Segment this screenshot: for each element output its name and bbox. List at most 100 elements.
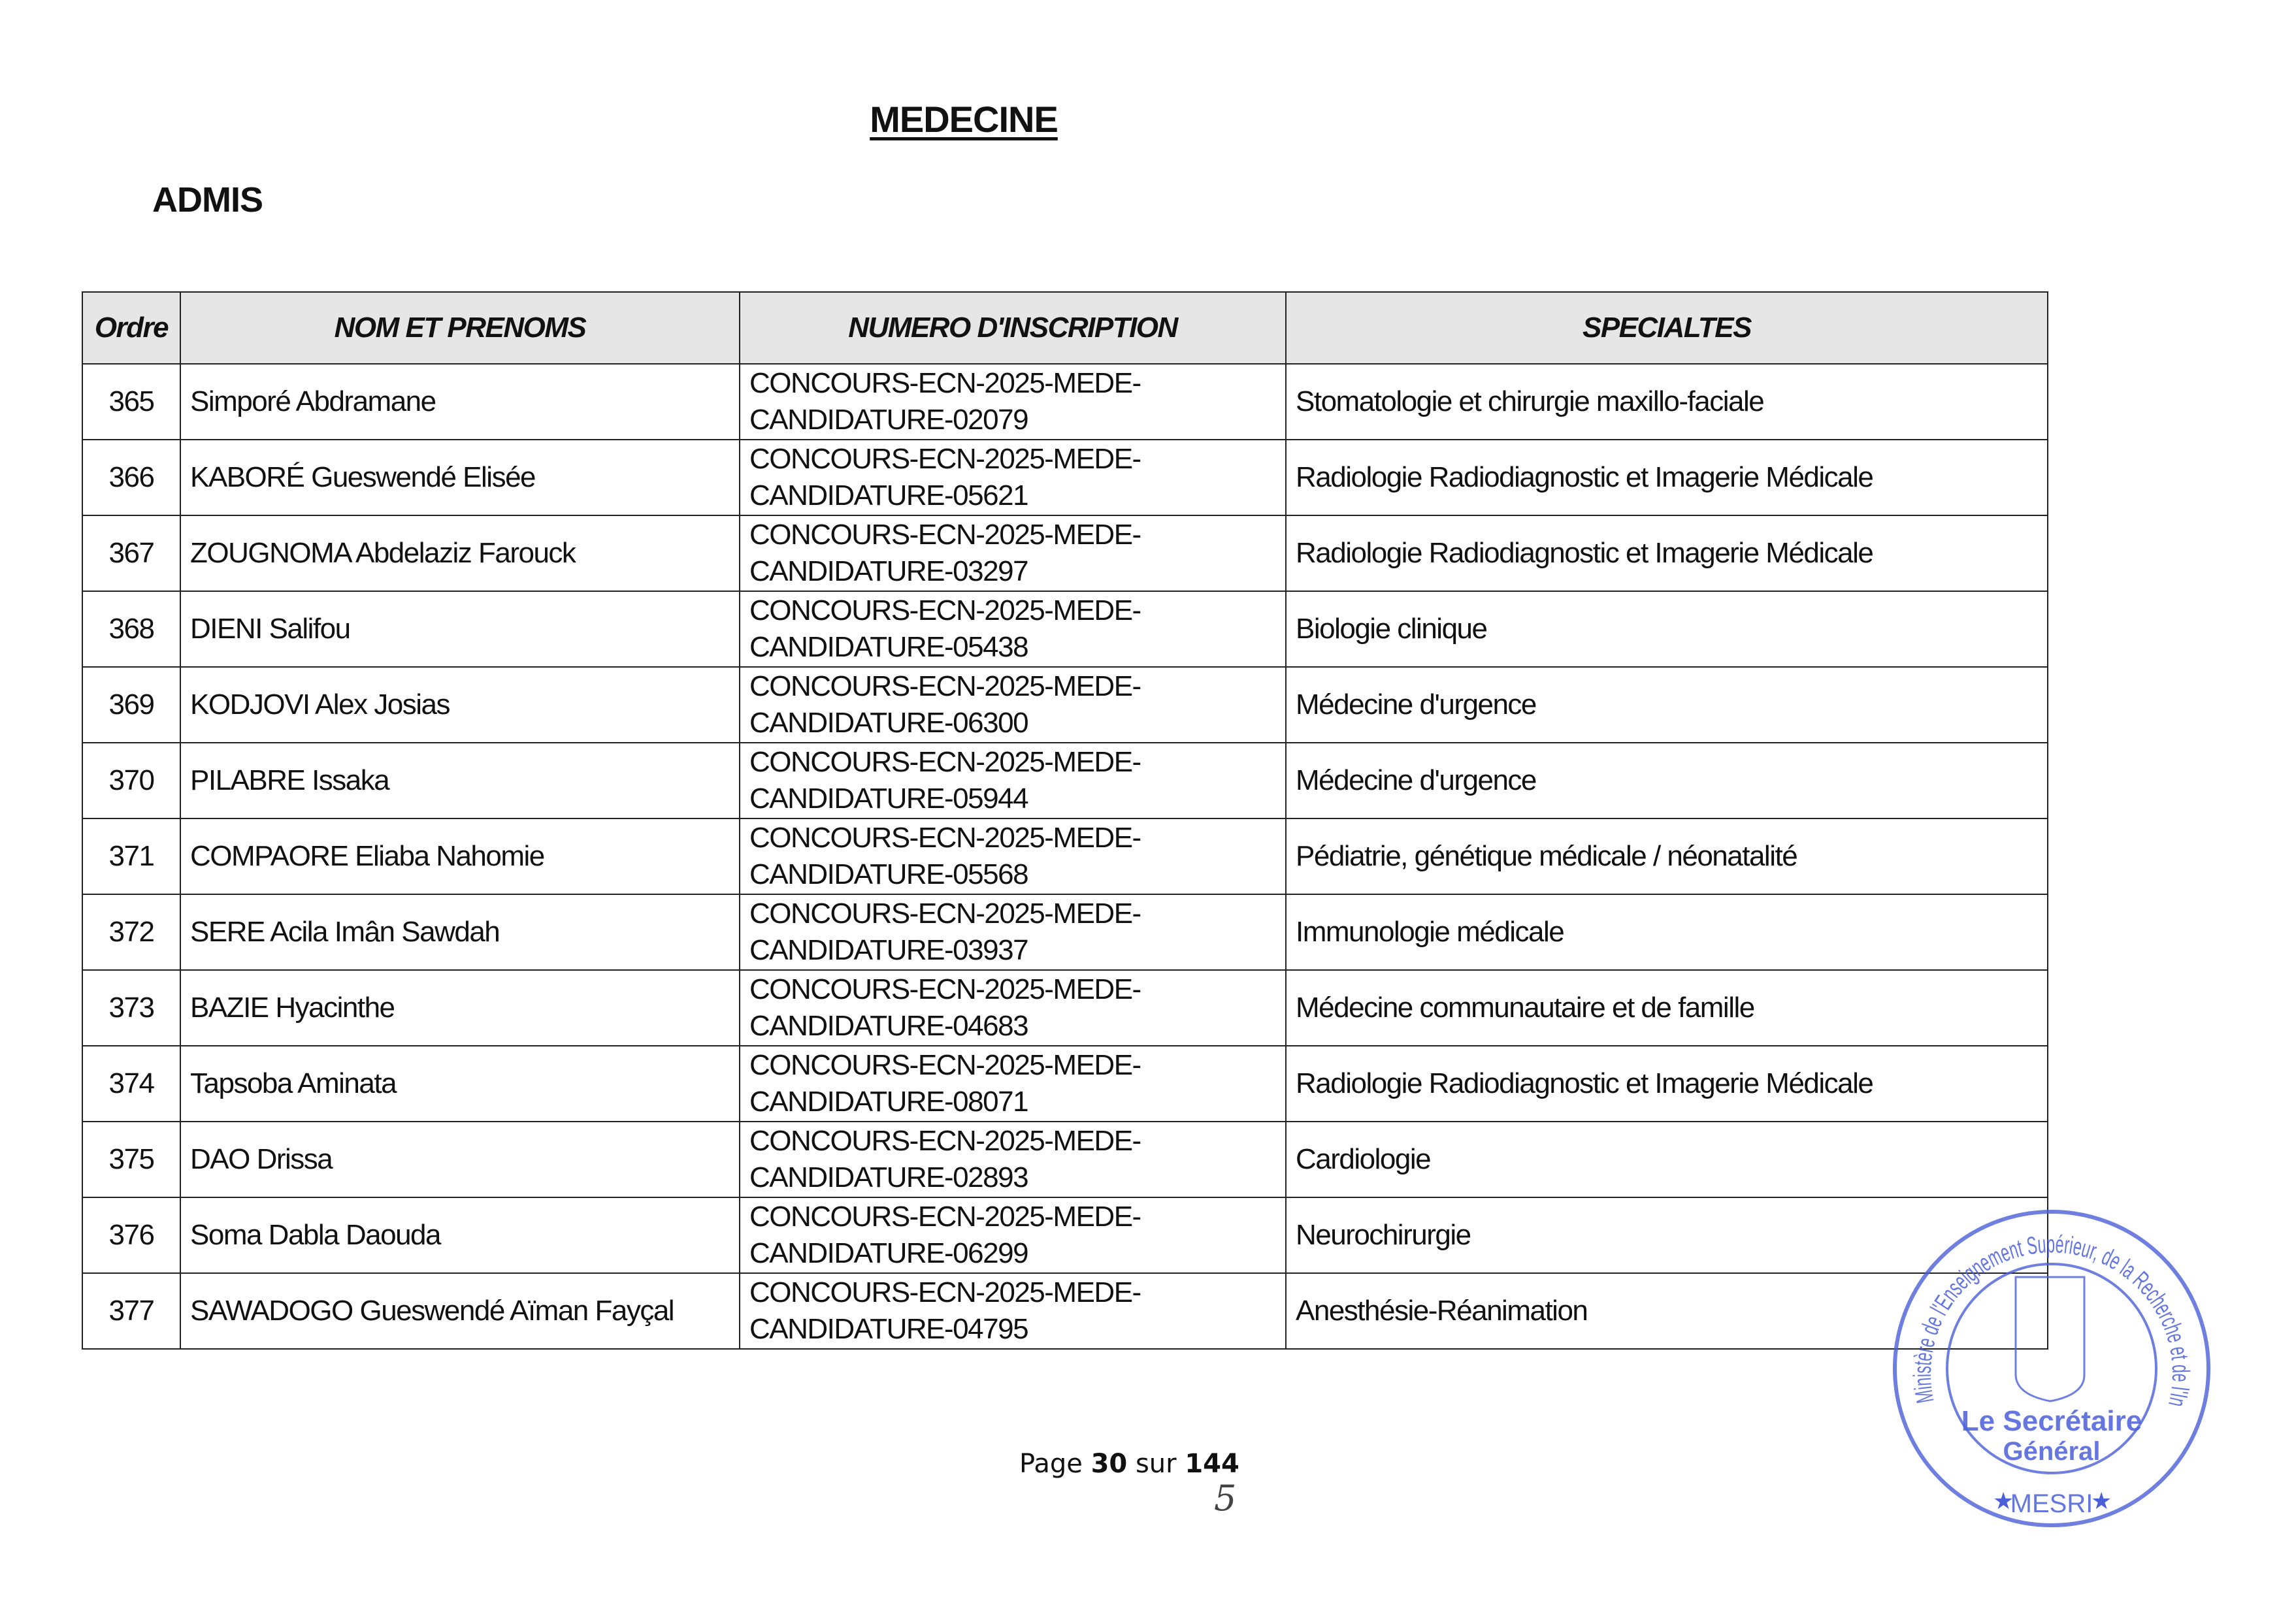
coat-of-arms-icon xyxy=(2014,1276,2086,1402)
cell-ordre: 370 xyxy=(82,742,181,819)
document-title: MEDECINE xyxy=(870,99,1058,140)
numero-line1: CONCOURS-ECN-2025-MEDE- xyxy=(749,519,1141,551)
numero-line2: CANDIDATURE-05568 xyxy=(749,858,1029,890)
table-row: 367 ZOUGNOMA Abdelaziz Farouck CONCOURS-EC… xyxy=(82,515,2048,592)
handwritten-correction: 5 xyxy=(1214,1478,1237,1519)
stamp-outer-ring xyxy=(1893,1210,2210,1527)
table-row: 365 Simporé Abdramane CONCOURS-ECN-2025-ME… xyxy=(82,363,2048,440)
cell-ordre: 375 xyxy=(82,1121,181,1198)
cell-ordre: 368 xyxy=(82,591,181,668)
numero-line1: CONCOURS-ECN-2025-MEDE- xyxy=(749,973,1141,1005)
cell-numero: CONCOURS-ECN-2025-MEDE- CANDIDATURE-06299 xyxy=(739,1197,1287,1274)
cell-numero: CONCOURS-ECN-2025-MEDE- CANDIDATURE-05438 xyxy=(739,591,1287,668)
cell-nom: ZOUGNOMA Abdelaziz Farouck xyxy=(180,515,740,592)
numero-line2: CANDIDATURE-03297 xyxy=(749,555,1029,587)
table-row: 374 Tapsoba Aminata CONCOURS-ECN-2025-MEDE… xyxy=(82,1045,2048,1122)
admis-table: Ordre NOM ET PRENOMS NUMERO D'INSCRIPTIO… xyxy=(82,291,2048,1350)
cell-numero: CONCOURS-ECN-2025-MEDE- CANDIDATURE-08071 xyxy=(739,1045,1287,1122)
cell-numero: CONCOURS-ECN-2025-MEDE- CANDIDATURE-03297 xyxy=(739,515,1287,592)
numero-line2: CANDIDATURE-06300 xyxy=(749,707,1029,739)
cell-nom: BAZIE Hyacinthe xyxy=(180,969,740,1046)
numero-line1: CONCOURS-ECN-2025-MEDE- xyxy=(749,670,1141,702)
sur-label: sur xyxy=(1135,1449,1177,1479)
cell-numero: CONCOURS-ECN-2025-MEDE- CANDIDATURE-02079 xyxy=(739,363,1287,440)
table-row: 376 Soma Dabla Daouda CONCOURS-ECN-2025-ME… xyxy=(82,1197,2048,1274)
cell-numero: CONCOURS-ECN-2025-MEDE- CANDIDATURE-04683 xyxy=(739,969,1287,1046)
cell-specialite: Neurochirurgie xyxy=(1285,1197,2048,1274)
cell-ordre: 366 xyxy=(82,439,181,516)
cell-ordre: 376 xyxy=(82,1197,181,1274)
numero-line1: CONCOURS-ECN-2025-MEDE- xyxy=(749,1276,1141,1308)
cell-ordre: 369 xyxy=(82,666,181,743)
numero-line2: CANDIDATURE-02079 xyxy=(749,404,1029,436)
stamp-inner-ring xyxy=(1946,1263,2157,1474)
table-row: 377 SAWADOGO Gueswendé Aïman Fayçal CONCOU… xyxy=(82,1272,2048,1350)
cell-nom: DIENI Salifou xyxy=(180,591,740,668)
cell-numero: CONCOURS-ECN-2025-MEDE- CANDIDATURE-04795 xyxy=(739,1272,1287,1350)
cell-specialite: Radiologie Radiodiagnostic et Imagerie M… xyxy=(1285,439,2048,516)
header-nom: NOM ET PRENOMS xyxy=(180,291,740,364)
cell-specialite: Médecine d'urgence xyxy=(1285,742,2048,819)
cell-numero: CONCOURS-ECN-2025-MEDE- CANDIDATURE-05621 xyxy=(739,439,1287,516)
star-icon: ★ xyxy=(1993,1487,2014,1514)
header-ordre: Ordre xyxy=(82,291,181,364)
header-specialite: SPECIALTES xyxy=(1285,291,2048,364)
stamp-center-line1: Le Secrétaire xyxy=(1961,1405,2142,1437)
cell-numero: CONCOURS-ECN-2025-MEDE- CANDIDATURE-06300 xyxy=(739,666,1287,743)
cell-ordre: 373 xyxy=(82,969,181,1046)
cell-specialite: Biologie clinique xyxy=(1285,591,2048,668)
table-row: 368 DIENI Salifou CONCOURS-ECN-2025-MEDE- C… xyxy=(82,591,2048,668)
numero-line2: CANDIDATURE-04795 xyxy=(749,1313,1029,1345)
cell-nom: COMPAORE Eliaba Nahomie xyxy=(180,818,740,895)
numero-line1: CONCOURS-ECN-2025-MEDE- xyxy=(749,1049,1141,1081)
stamp-bottom-text: MESRI xyxy=(2010,1489,2093,1518)
cell-nom: DAO Drissa xyxy=(180,1121,740,1198)
table-header-row: Ordre NOM ET PRENOMS NUMERO D'INSCRIPTIO… xyxy=(82,291,2048,364)
cell-nom: Simporé Abdramane xyxy=(180,363,740,440)
page-total: 144 xyxy=(1185,1449,1239,1479)
stamp-center-line2: Général xyxy=(2003,1437,2101,1466)
numero-line1: CONCOURS-ECN-2025-MEDE- xyxy=(749,443,1141,475)
numero-line2: CANDIDATURE-04683 xyxy=(749,1010,1029,1042)
numero-line2: CANDIDATURE-08071 xyxy=(749,1086,1029,1118)
numero-line1: CONCOURS-ECN-2025-MEDE- xyxy=(749,898,1141,930)
stamp-ring-text: Ministère de l'Enseignement Supérieur, d… xyxy=(1888,1205,2194,1409)
cell-nom: KODJOVI Alex Josias xyxy=(180,666,740,743)
cell-numero: CONCOURS-ECN-2025-MEDE- CANDIDATURE-02893 xyxy=(739,1121,1287,1198)
cell-specialite: Immunologie médicale xyxy=(1285,894,2048,971)
cell-ordre: 374 xyxy=(82,1045,181,1122)
table-row: 370 PILABRE Issaka CONCOURS-ECN-2025-MEDE-… xyxy=(82,742,2048,819)
numero-line1: CONCOURS-ECN-2025-MEDE- xyxy=(749,1125,1141,1157)
header-numero: NUMERO D'INSCRIPTION xyxy=(739,291,1287,364)
cell-specialite: Pédiatrie, génétique médicale / néonatal… xyxy=(1285,818,2048,895)
cell-numero: CONCOURS-ECN-2025-MEDE- CANDIDATURE-05568 xyxy=(739,818,1287,895)
numero-line2: CANDIDATURE-05621 xyxy=(749,479,1029,511)
cell-specialite: Radiologie Radiodiagnostic et Imagerie M… xyxy=(1285,515,2048,592)
page-label: Page xyxy=(1019,1449,1083,1479)
cell-numero: CONCOURS-ECN-2025-MEDE- CANDIDATURE-03937 xyxy=(739,894,1287,971)
numero-line1: CONCOURS-ECN-2025-MEDE- xyxy=(749,594,1141,626)
table-row: 375 DAO Drissa CONCOURS-ECN-2025-MEDE- CAND… xyxy=(82,1121,2048,1198)
numero-line2: CANDIDATURE-06299 xyxy=(749,1237,1029,1269)
star-icon: ★ xyxy=(2091,1487,2112,1514)
numero-line2: CANDIDATURE-02893 xyxy=(749,1161,1029,1193)
table-row: 371 COMPAORE Eliaba Nahomie CONCOURS-ECN-2… xyxy=(82,818,2048,895)
page-current: 30 xyxy=(1091,1449,1128,1479)
cell-nom: SERE Acila Imân Sawdah xyxy=(180,894,740,971)
cell-ordre: 371 xyxy=(82,818,181,895)
cell-ordre: 377 xyxy=(82,1272,181,1350)
cell-nom: KABORÉ Gueswendé Elisée xyxy=(180,439,740,516)
cell-ordre: 372 xyxy=(82,894,181,971)
cell-ordre: 365 xyxy=(82,363,181,440)
table-row: 373 BAZIE Hyacinthe CONCOURS-ECN-2025-MEDE… xyxy=(82,969,2048,1046)
cell-nom: Tapsoba Aminata xyxy=(180,1045,740,1122)
cell-nom: SAWADOGO Gueswendé Aïman Fayçal xyxy=(180,1272,740,1350)
numero-line1: CONCOURS-ECN-2025-MEDE- xyxy=(749,1201,1141,1233)
official-stamp: Ministère de l'Enseignement Supérieur, d… xyxy=(1888,1205,2210,1527)
cell-specialite: Stomatologie et chirurgie maxillo-facial… xyxy=(1285,363,2048,440)
numero-line2: CANDIDATURE-05944 xyxy=(749,783,1029,815)
cell-specialite: Anesthésie-Réanimation xyxy=(1285,1272,2048,1350)
numero-line2: CANDIDATURE-05438 xyxy=(749,631,1029,663)
table-row: 366 KABORÉ Gueswendé Elisée CONCOURS-ECN-2… xyxy=(82,439,2048,516)
cell-ordre: 367 xyxy=(82,515,181,592)
